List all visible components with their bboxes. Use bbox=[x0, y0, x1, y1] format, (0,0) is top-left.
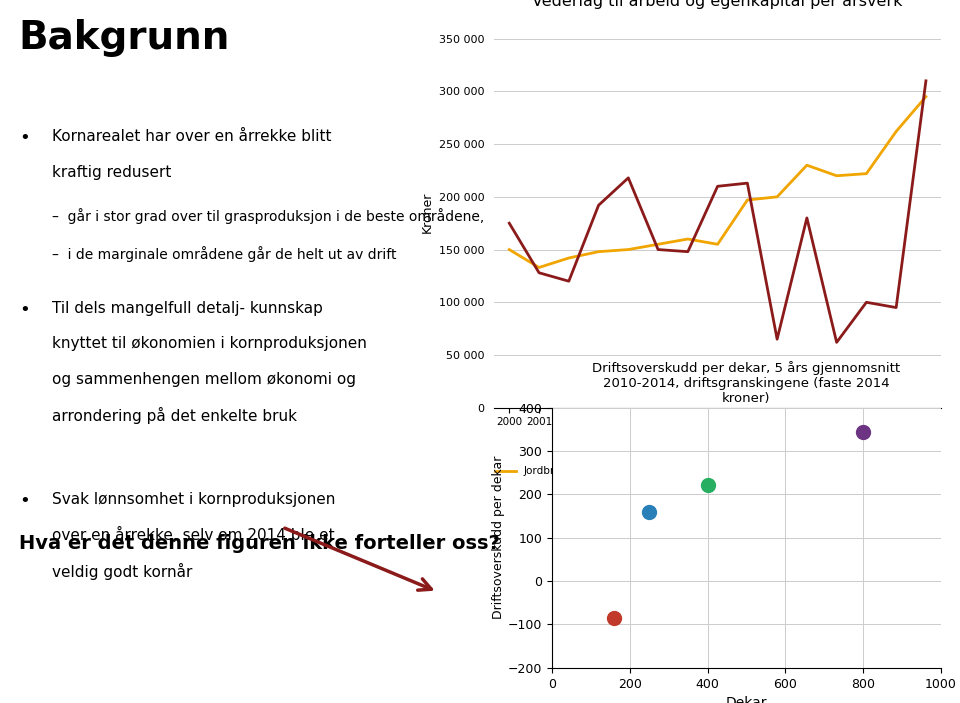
Text: og sammenhengen mellom økonomi og: og sammenhengen mellom økonomi og bbox=[52, 372, 356, 387]
Text: •: • bbox=[19, 491, 30, 510]
X-axis label: Dekar: Dekar bbox=[726, 696, 767, 703]
Text: •: • bbox=[19, 129, 30, 148]
Text: veldig godt kornår: veldig godt kornår bbox=[52, 562, 192, 580]
Text: Hva er det denne figuren ikke forteller oss?: Hva er det denne figuren ikke forteller … bbox=[19, 534, 500, 553]
Title: Driftsoverskudd per dekar, 5 års gjennomsnitt
2010-2014, driftsgranskingene (fas: Driftsoverskudd per dekar, 5 års gjennom… bbox=[592, 361, 900, 405]
Y-axis label: Driftsoverskudd per dekar: Driftsoverskudd per dekar bbox=[492, 456, 505, 619]
Text: –  i de marginale områdene går de helt ut av drift: – i de marginale områdene går de helt ut… bbox=[52, 246, 396, 262]
Point bbox=[641, 506, 657, 517]
Text: Til dels mangelfull detalj- kunnskap: Til dels mangelfull detalj- kunnskap bbox=[52, 301, 323, 316]
Text: Svak lønnsomhet i kornproduksjonen: Svak lønnsomhet i kornproduksjonen bbox=[52, 491, 335, 507]
Text: arrondering på det enkelte bruk: arrondering på det enkelte bruk bbox=[52, 408, 297, 425]
Text: kraftig redusert: kraftig redusert bbox=[52, 165, 171, 180]
Title: Vederlag til arbeid og egenkapital per årsverk: Vederlag til arbeid og egenkapital per å… bbox=[533, 0, 902, 9]
Text: knyttet til økonomien i kornproduksjonen: knyttet til økonomien i kornproduksjonen bbox=[52, 336, 367, 352]
Point bbox=[607, 612, 622, 624]
Text: over en årrekke, selv om 2014 ble et: over en årrekke, selv om 2014 ble et bbox=[52, 527, 334, 543]
Y-axis label: Kroner: Kroner bbox=[420, 192, 434, 233]
Text: Kornarealet har over en årrekke blitt: Kornarealet har over en årrekke blitt bbox=[52, 129, 331, 144]
Text: –  går i stor grad over til grasproduksjon i de beste områdene,: – går i stor grad over til grasproduksjo… bbox=[52, 208, 484, 224]
Point bbox=[855, 427, 871, 438]
Point bbox=[700, 479, 715, 491]
Text: •: • bbox=[19, 301, 30, 318]
Legend: Jordbruket - totalkalkylen for jordbruket, Kornbruk driftsgranskingene: Jordbruket - totalkalkylen for jordbruke… bbox=[491, 463, 934, 481]
Text: Bakgrunn: Bakgrunn bbox=[19, 20, 230, 58]
